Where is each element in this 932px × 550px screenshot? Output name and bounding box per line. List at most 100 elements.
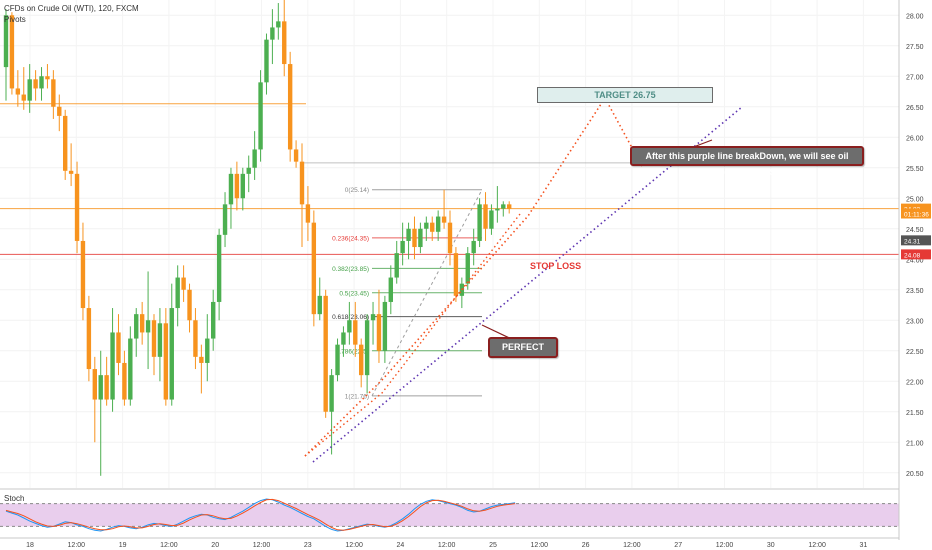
candle-body: [370, 314, 376, 321]
x-tick-label: 20: [211, 542, 219, 549]
lower-red-trendline: [304, 213, 521, 457]
candle-body: [353, 320, 358, 345]
stoch-d-line: [5, 498, 516, 531]
stop-loss-label[interactable]: STOP LOSS: [530, 261, 582, 271]
candle-body: [33, 79, 38, 89]
price-axis[interactable]: 28.00 27.50 27.00 26.50 26.00 25.50 25.00 24.50…: [898, 0, 932, 550]
candle-body: [471, 240, 476, 254]
candle-body: [45, 76, 50, 80]
price-label-bg: [901, 249, 931, 260]
x-tick-label: 24: [397, 542, 405, 549]
candle-body: [495, 208, 500, 211]
time-axis[interactable]: 18 12:00 19 12:00 20 12:00 23 12:00 24 12:00 25 12:…: [0, 537, 899, 549]
candle-body: [246, 167, 251, 174]
candle-body: [27, 79, 32, 101]
y-tick-label: 21.50: [906, 410, 924, 417]
candle-body: [382, 301, 388, 351]
fib-trend-line: [371, 189, 483, 397]
candle-body: [51, 79, 56, 107]
candle-body: [329, 375, 334, 412]
y-tick-label: 28.00: [906, 13, 924, 20]
candle-body: [406, 228, 411, 241]
x-tick-label: 12:00: [623, 542, 641, 549]
x-tick-label: 12:00: [68, 542, 86, 549]
candle-body: [317, 295, 322, 315]
candle-body: [501, 204, 506, 209]
stoch-indicator-label[interactable]: Stoch: [4, 494, 25, 503]
candle-body: [447, 222, 453, 254]
chart-title: CFDs on Crude Oil (WTI), 120, FXCM: [4, 4, 139, 13]
candle-body: [483, 204, 488, 229]
candle-body: [9, 15, 15, 89]
candle-body: [74, 173, 80, 241]
candle-body: [364, 320, 370, 376]
candle-body: [264, 39, 269, 83]
candle-body: [228, 173, 234, 205]
stochastic-panel[interactable]: 80.0040.000.00: [0, 488, 924, 539]
candle-body: [134, 314, 139, 339]
candle-body: [252, 149, 257, 168]
candle-body: [430, 222, 435, 232]
purple-trendline: [312, 106, 743, 463]
candle-body: [477, 204, 482, 241]
candle-body: [441, 216, 447, 223]
x-tick-label: 12:00: [345, 542, 363, 549]
price-axis-bg: [899, 0, 932, 550]
perfect-callout[interactable]: PERFECT 0.618: [488, 337, 558, 369]
candle-body: [169, 308, 174, 400]
fib-level-label: 0.786(22.5): [336, 348, 369, 355]
candle-body: [98, 375, 103, 400]
fib-level-label: 0.618(23.06): [332, 314, 369, 321]
price-label-bg: [901, 208, 931, 219]
candle-body: [258, 82, 263, 150]
candle-body: [507, 204, 512, 209]
pivots-indicator-label[interactable]: Pivots: [4, 15, 26, 24]
target-annotation[interactable]: TARGET 26.75: [537, 87, 713, 103]
candle-body: [412, 228, 417, 248]
candle-body: [68, 170, 74, 174]
candle-body: [211, 301, 216, 339]
target-path-line: [304, 96, 644, 457]
candle-body: [341, 332, 346, 345]
candle-body: [193, 320, 198, 357]
x-tick-label: 25: [489, 542, 497, 549]
x-tick-label: 19: [119, 542, 127, 549]
x-tick-label: 12:00: [160, 542, 178, 549]
price-label: 01:11:36: [904, 212, 929, 219]
x-tick-label: 26: [582, 542, 590, 549]
fib-level-label: 0.236(24.35): [332, 235, 369, 242]
x-tick-label: 12:00: [716, 542, 734, 549]
y-tick-label: 27.00: [906, 74, 924, 81]
candlestick-series: [3, 0, 512, 476]
price-label-bg: [901, 235, 931, 246]
price-label: 24.08: [904, 252, 921, 259]
candle-body: [63, 115, 68, 171]
candle-body: [199, 356, 204, 363]
candle-body: [323, 295, 328, 412]
x-tick-label: 30: [767, 542, 775, 549]
y-tick-label: 25.50: [906, 166, 924, 173]
candle-body: [216, 234, 222, 302]
candle-body: [435, 216, 441, 232]
candle-body: [21, 94, 26, 101]
x-tick-label: 12:00: [438, 542, 456, 549]
candle-body: [240, 173, 245, 199]
x-tick-label: 31: [860, 542, 868, 549]
breakdown-callout[interactable]: After this purple line breakDown, we wil…: [630, 146, 864, 177]
x-tick-label: 27: [674, 542, 682, 549]
candle-body: [489, 210, 494, 229]
candle-body: [151, 320, 157, 357]
candle-body: [282, 21, 287, 65]
candle-body: [424, 222, 429, 229]
candle-body: [104, 375, 109, 400]
candle-body: [376, 314, 382, 351]
x-tick-label: 18: [26, 542, 34, 549]
candle-body: [347, 320, 352, 333]
fib-level-label: 1(21.76): [345, 393, 369, 400]
grid-lines: [0, 0, 899, 488]
candle-body: [128, 338, 133, 400]
stoch-band: [0, 503, 899, 527]
candle-body: [92, 369, 97, 400]
candle-body: [293, 149, 299, 162]
